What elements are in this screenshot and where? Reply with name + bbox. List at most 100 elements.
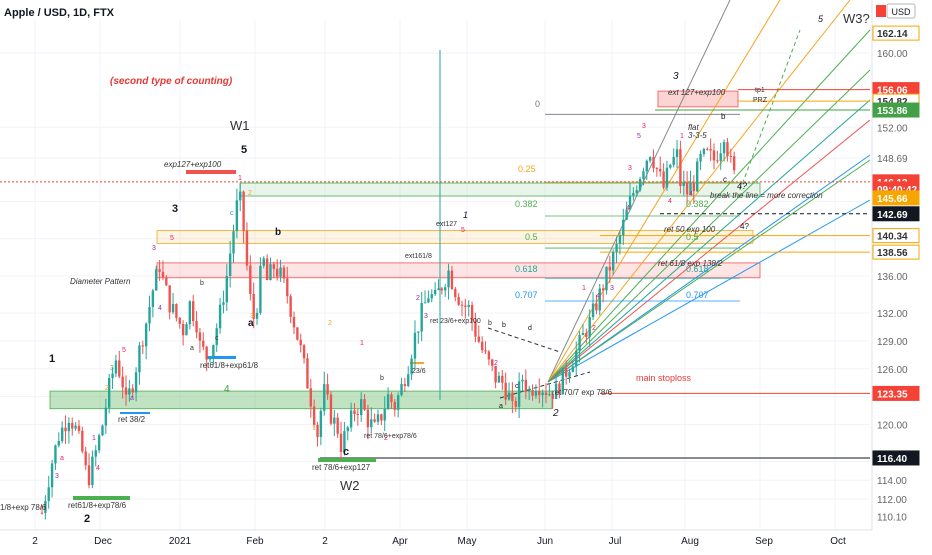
price-tag-114-00: 114.00 — [877, 476, 907, 487]
candle-body-up — [215, 328, 218, 345]
candle-body-down — [551, 394, 554, 400]
sub-wave-label: 1 — [360, 340, 364, 347]
fib-label-0707-right: 0.707 — [686, 290, 709, 300]
candle-body-down — [464, 305, 467, 307]
candle-body-up — [376, 414, 380, 422]
candle-body-up — [622, 219, 625, 236]
candle-body-down — [504, 382, 507, 400]
annotation-tp1: tp1 — [755, 87, 765, 94]
candle-body-down — [511, 392, 514, 402]
candle-body-up — [517, 381, 521, 407]
candle-body-up — [554, 383, 558, 400]
candle-body-down — [732, 156, 736, 171]
candle-body-up — [598, 288, 601, 311]
annotation-w3: W3? — [843, 11, 870, 26]
price-tag-138-56: 138.56 — [877, 248, 908, 259]
sub-wave-label: 3 — [250, 313, 254, 320]
candle-body-down — [329, 394, 333, 424]
annotation-ret70-exp78: ret 70/7 exp 78/6 — [552, 388, 613, 397]
candle-body-up — [400, 384, 403, 396]
candle-body-down — [501, 375, 504, 383]
time-tick-0: 2 — [32, 536, 38, 547]
time-tick-2: 2021 — [169, 536, 192, 547]
sub-wave-label: 3 — [642, 123, 646, 130]
candle-body-down — [326, 384, 329, 395]
candle-body-up — [541, 392, 544, 396]
candle-body-down — [131, 388, 134, 393]
sub-wave-label: a — [60, 455, 64, 462]
candle-body-down — [286, 278, 289, 297]
wave-3-main: 3 — [172, 203, 178, 215]
annotation-ret23-exp100: ret 23/6+exp100 — [430, 318, 481, 325]
candle-body-up — [682, 182, 685, 187]
candle-body-up — [44, 500, 47, 513]
candle-body-up — [534, 391, 538, 396]
candle-body-down — [141, 345, 144, 347]
candle-body-up — [430, 294, 433, 299]
sub-wave-label: 2 — [384, 435, 388, 442]
marker-exp127 — [186, 170, 236, 174]
candle-body-up — [528, 390, 531, 392]
candle-body-up — [67, 422, 71, 432]
candle-body-up — [548, 394, 551, 396]
candle-body-down — [249, 265, 252, 295]
candle-body-up — [699, 153, 702, 162]
sub-wave-label: 5 — [170, 235, 174, 242]
sub-wave-label: c — [230, 210, 234, 217]
candle-body-down — [84, 451, 87, 466]
sub-wave-label: 2 — [105, 385, 109, 392]
candle-body-down — [64, 427, 67, 432]
candle-body-down — [175, 303, 178, 318]
candle-body-up — [228, 253, 232, 276]
candle-body-up — [437, 288, 440, 290]
candle-body-up — [333, 417, 336, 424]
wave-2-minor: 2 — [552, 408, 559, 419]
candle-body-down — [679, 149, 682, 187]
wave-c-main: c — [343, 446, 349, 458]
time-tick-7: Jun — [537, 536, 553, 547]
candle-body-up — [50, 463, 54, 488]
annotation-ret50-exp100: ret 50 exp 100 — [664, 225, 716, 234]
sub-wave-label: 2 — [416, 295, 420, 302]
candle-body-up — [423, 302, 427, 304]
candle-body-down — [544, 392, 548, 396]
candle-body-up — [696, 161, 699, 192]
candle-body-up — [222, 302, 225, 305]
candle-body-down — [487, 351, 491, 360]
candle-body-down — [252, 294, 255, 319]
annotation-left-edge: 1/8+exp 78/6 — [0, 503, 47, 512]
candle-body-down — [165, 277, 168, 286]
time-tick-5: Apr — [392, 536, 408, 547]
candle-body-down — [40, 512, 44, 514]
candle-body-down — [692, 183, 696, 192]
wave-2-main: 2 — [84, 513, 90, 525]
marker-ret38 — [120, 412, 150, 414]
annotation-ext127-exp100: ext 127+exp100 — [668, 88, 726, 97]
sub-wave-label: 4 — [626, 205, 630, 212]
candle-body-up — [420, 302, 423, 332]
candle-body-down — [296, 327, 299, 340]
candle-body-down — [712, 150, 716, 161]
candle-body-up — [255, 312, 259, 319]
candle-body-up — [648, 157, 652, 161]
price-tag-136-00: 136.00 — [877, 272, 908, 283]
candle-body-up — [396, 395, 400, 410]
wave-d-w2: d — [528, 325, 532, 332]
time-axis: 2 Dec 2021 Feb 2 Apr May Jun Jul Aug Sep Oct — [0, 529, 872, 550]
candle-body-up — [413, 332, 417, 359]
candle-body-down — [124, 387, 128, 395]
candle-body-up — [625, 209, 628, 220]
sub-wave-label: c — [215, 335, 219, 342]
price-tag-153-86: 153.86 — [877, 106, 908, 117]
time-tick-3: Feb — [246, 536, 264, 547]
sub-wave-label: 3 — [424, 313, 428, 320]
trend-lines — [439, 0, 871, 400]
annotation-ret61-exp78: ret61/8+exp78/6 — [68, 501, 127, 510]
candle-body-up — [632, 192, 635, 196]
candle-body-up — [47, 487, 50, 501]
candle-body-up — [719, 153, 722, 162]
price-tag-112-00: 112.00 — [877, 495, 907, 506]
